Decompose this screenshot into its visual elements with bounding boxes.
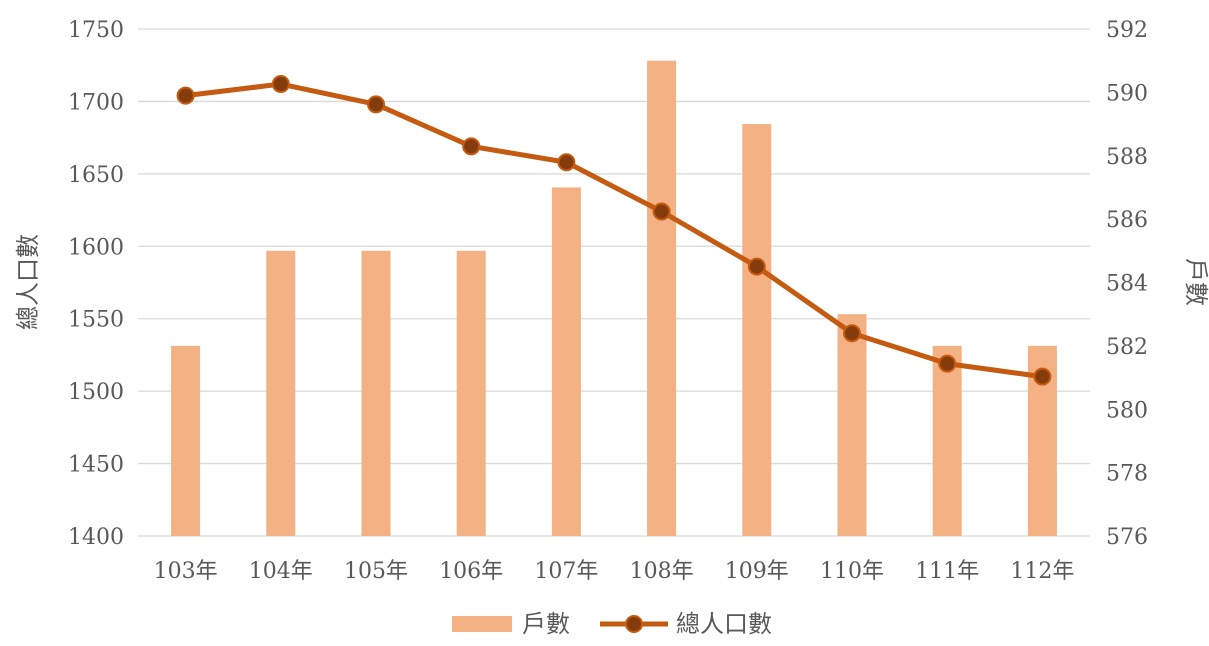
bar (932, 345, 962, 536)
left-tick-label: 1600 (68, 235, 124, 260)
line-point (652, 202, 671, 221)
right-axis-title: 戶數 (1182, 258, 1209, 306)
left-axis-title: 總人口數 (14, 234, 42, 330)
right-tick-label: 576 (1106, 525, 1148, 550)
bar (742, 124, 772, 536)
right-tick-label: 580 (1106, 398, 1148, 423)
line-point (557, 153, 576, 172)
left-tick-label: 1400 (68, 525, 124, 550)
line-series (176, 75, 1052, 386)
legend: 戶數 總人口數 (452, 610, 772, 638)
bar (837, 314, 867, 536)
right-tick-label: 586 (1106, 208, 1148, 233)
bar (456, 250, 486, 536)
left-tick-label: 1450 (68, 453, 124, 478)
x-tick-label: 107年 (534, 559, 598, 584)
axes: 1400 1450 1500 1550 1600 1650 1700 1750 576 578 58… (68, 18, 1148, 584)
gridlines (138, 28, 1090, 537)
legend-line-label: 總人口數 (676, 610, 772, 638)
x-tick-label: 112年 (1010, 559, 1074, 584)
bar (171, 345, 201, 536)
x-tick-label: 108年 (630, 559, 694, 584)
line-point (843, 324, 861, 343)
left-tick-label: 1750 (68, 18, 124, 43)
bar (647, 60, 677, 536)
right-tick-label: 578 (1106, 462, 1148, 487)
legend-bar-swatch (452, 616, 512, 632)
right-tick-label: 588 (1106, 145, 1148, 170)
line-point (938, 354, 957, 373)
x-tick-label: 110年 (820, 559, 884, 584)
right-tick-label: 584 (1106, 272, 1148, 297)
legend-bar-label: 戶數 (522, 610, 570, 638)
right-tick-label: 582 (1106, 335, 1148, 360)
x-tick-label: 103年 (154, 559, 218, 584)
x-tick-label: 111年 (915, 559, 979, 584)
line-point (1033, 367, 1052, 386)
line-point (462, 137, 481, 156)
line-point (367, 95, 385, 114)
x-tick-label: 106年 (439, 559, 503, 584)
right-tick-label: 590 (1106, 81, 1148, 106)
left-tick-label: 1700 (68, 90, 124, 115)
line-path (185, 81, 1043, 380)
bar (266, 250, 296, 536)
x-tick-label: 104年 (249, 559, 313, 584)
line-point (271, 75, 290, 94)
bar (361, 250, 391, 536)
x-tick-label: 109年 (725, 559, 789, 584)
legend-line-marker (625, 615, 643, 633)
left-tick-label: 1500 (68, 380, 124, 405)
bar (551, 187, 581, 536)
right-tick-label: 592 (1106, 18, 1148, 43)
bar-series (171, 60, 1057, 536)
line-point (176, 86, 195, 105)
left-tick-label: 1550 (68, 308, 124, 333)
line-point (747, 257, 766, 276)
x-tick-label: 105年 (344, 559, 408, 584)
left-tick-label: 1650 (68, 163, 124, 188)
